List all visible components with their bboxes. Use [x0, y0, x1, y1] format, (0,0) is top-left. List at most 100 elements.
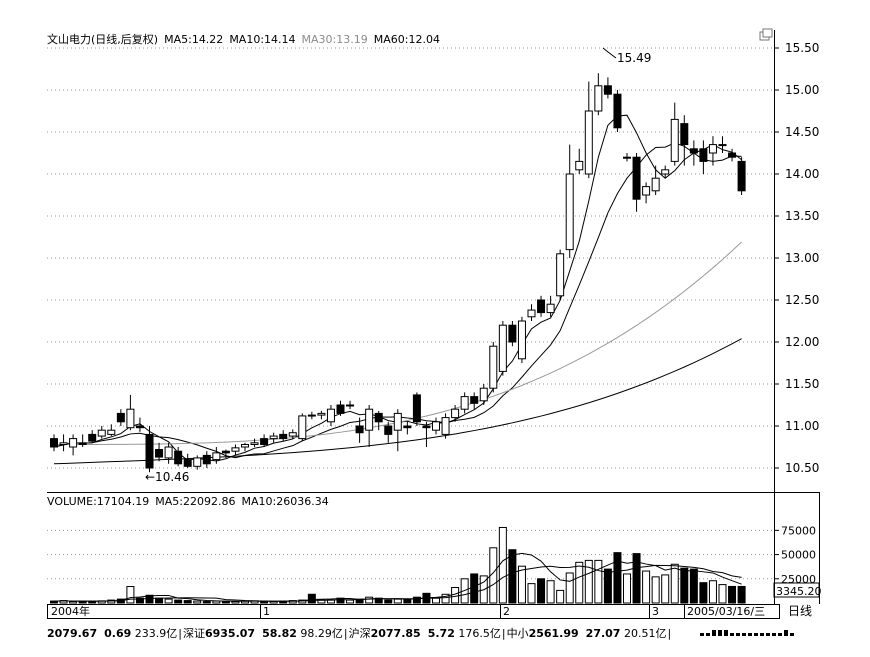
volume-bar[interactable]	[689, 568, 698, 604]
volume-bar[interactable]	[708, 580, 717, 604]
volume-bar[interactable]	[135, 597, 144, 604]
volume-bar[interactable]	[661, 574, 670, 604]
candle[interactable]	[288, 432, 297, 437]
candle[interactable]	[537, 299, 546, 314]
candle[interactable]	[737, 160, 746, 192]
candle[interactable]	[326, 408, 335, 423]
volume-bar[interactable]	[489, 547, 498, 604]
volume-bar[interactable]	[718, 584, 727, 604]
candle[interactable]	[441, 417, 450, 435]
volume-bar[interactable]	[470, 573, 479, 604]
volume-bar[interactable]	[164, 598, 173, 604]
volume-bar[interactable]	[432, 597, 440, 604]
candle[interactable]	[260, 438, 269, 445]
candle[interactable]	[412, 394, 421, 423]
volume-bar[interactable]	[384, 599, 393, 604]
candle[interactable]	[269, 435, 278, 440]
candle[interactable]	[317, 412, 326, 416]
candle[interactable]	[279, 433, 288, 440]
candle[interactable]	[231, 447, 240, 452]
candle[interactable]	[594, 85, 603, 112]
volume-bar[interactable]	[307, 593, 316, 604]
volume-bar[interactable]	[565, 572, 574, 604]
volume-bar[interactable]	[174, 599, 183, 604]
volume-bar[interactable]	[69, 601, 78, 604]
period-selector[interactable]: 日线	[779, 604, 820, 619]
volume-bar[interactable]	[202, 601, 211, 604]
candle[interactable]	[699, 148, 708, 162]
volume-bar[interactable]	[107, 599, 116, 604]
volume-bar[interactable]	[441, 593, 450, 604]
candle[interactable]	[670, 118, 679, 162]
candle[interactable]	[403, 425, 412, 429]
volume-bar[interactable]	[403, 598, 412, 604]
candle[interactable]	[584, 110, 593, 175]
volume-bar[interactable]	[632, 553, 641, 604]
candle[interactable]	[470, 396, 479, 404]
candle[interactable]	[355, 425, 364, 434]
volume-bar[interactable]	[651, 576, 660, 604]
candle[interactable]	[97, 429, 106, 437]
candle[interactable]	[708, 144, 717, 154]
candle[interactable]	[680, 123, 689, 146]
candle[interactable]	[718, 144, 727, 147]
volume-bar[interactable]	[575, 561, 584, 604]
candle[interactable]	[632, 156, 641, 200]
volume-bar[interactable]	[603, 568, 612, 604]
volume-bar[interactable]	[537, 578, 546, 604]
volume-bar[interactable]	[670, 563, 679, 604]
candle[interactable]	[689, 148, 698, 154]
candle[interactable]	[135, 425, 144, 429]
candle[interactable]	[642, 186, 651, 196]
candle[interactable]	[479, 387, 488, 402]
volume-bar[interactable]	[728, 585, 737, 604]
candle[interactable]	[107, 429, 116, 435]
volume-bar[interactable]	[737, 585, 746, 604]
candle[interactable]	[651, 177, 660, 192]
candle[interactable]	[489, 345, 498, 389]
candle[interactable]	[565, 173, 574, 251]
candle[interactable]	[145, 433, 154, 469]
candle[interactable]	[88, 433, 97, 442]
candle[interactable]	[212, 452, 221, 461]
volume-bar[interactable]	[642, 570, 651, 604]
candle[interactable]	[517, 320, 526, 360]
volume-bar[interactable]	[498, 526, 507, 604]
candle[interactable]	[393, 412, 402, 431]
candle[interactable]	[432, 421, 440, 431]
volume-bar[interactable]	[613, 552, 622, 604]
volume-bar[interactable]	[699, 582, 708, 604]
candle[interactable]	[546, 303, 555, 314]
volume-bar[interactable]	[155, 597, 164, 604]
candle[interactable]	[69, 438, 78, 448]
candle[interactable]	[384, 425, 393, 435]
volume-bar[interactable]	[193, 600, 202, 604]
candle[interactable]	[126, 408, 135, 429]
sz-index-name[interactable]: 深证	[182, 627, 205, 640]
candle[interactable]	[241, 443, 249, 448]
candle[interactable]	[346, 404, 355, 407]
candle[interactable]	[623, 156, 631, 159]
candle[interactable]	[298, 415, 307, 440]
volume-bar[interactable]	[546, 580, 555, 604]
candle[interactable]	[307, 414, 316, 417]
volume-bar[interactable]	[556, 589, 565, 604]
candle[interactable]	[422, 425, 431, 429]
candle[interactable]	[613, 93, 622, 129]
volume-bar[interactable]	[269, 601, 278, 604]
volume-bar[interactable]	[183, 600, 192, 604]
volume-bar[interactable]	[594, 559, 603, 604]
zx-index-name[interactable]: 中小	[506, 627, 529, 640]
volume-bar[interactable]	[126, 586, 135, 604]
candle[interactable]	[374, 412, 383, 423]
candle[interactable]	[183, 459, 192, 467]
candle[interactable]	[164, 446, 173, 459]
volume-bar[interactable]	[393, 598, 402, 604]
candle[interactable]	[527, 309, 536, 318]
volume-bar[interactable]	[508, 549, 517, 604]
candle[interactable]	[78, 442, 87, 445]
volume-bar[interactable]	[680, 567, 689, 604]
candle[interactable]	[221, 450, 230, 454]
candle[interactable]	[202, 454, 211, 465]
